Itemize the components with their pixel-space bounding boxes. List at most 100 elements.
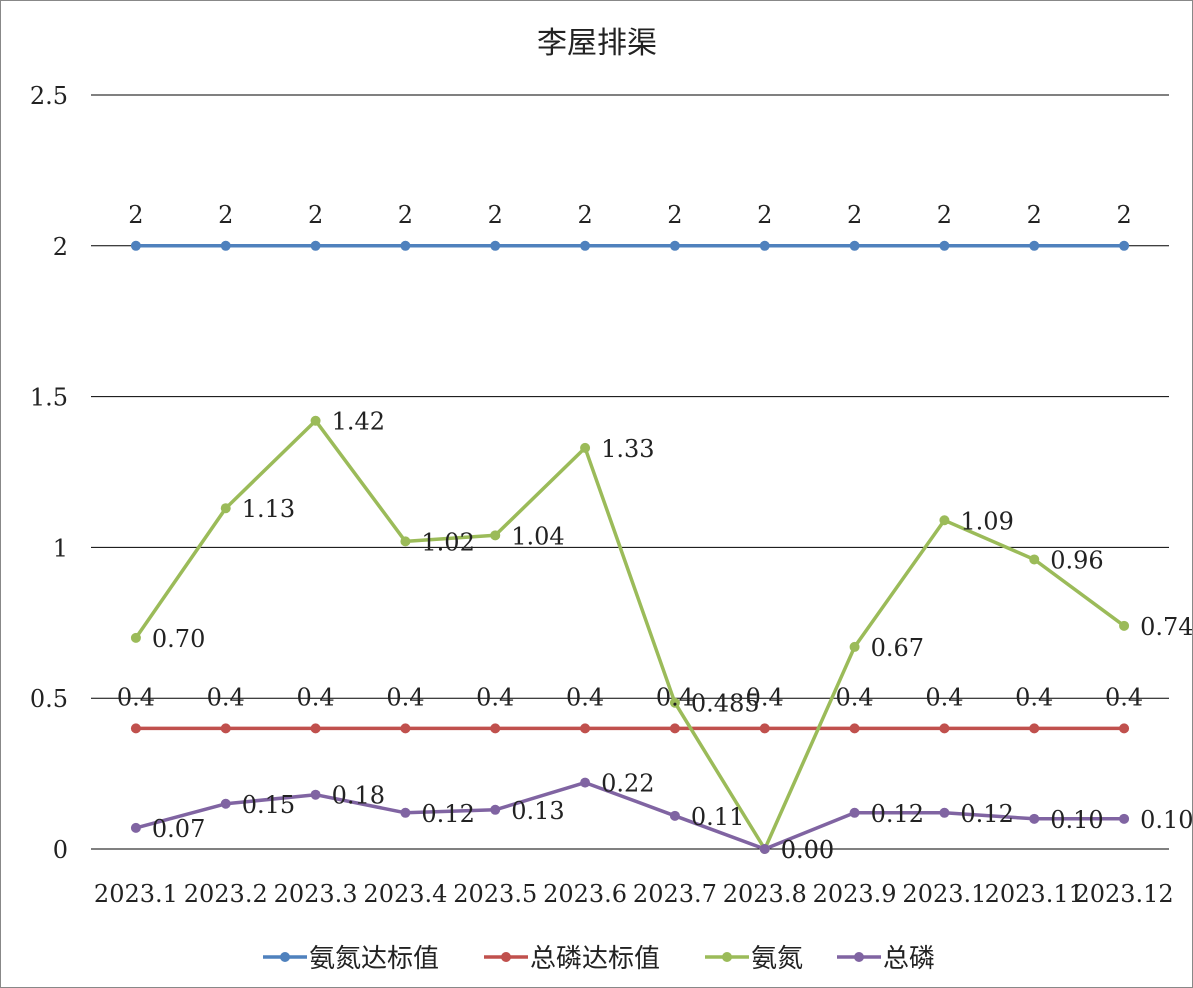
data-label: 0.4	[117, 683, 155, 711]
data-point	[1029, 723, 1040, 734]
data-point	[669, 810, 680, 821]
data-point	[400, 807, 411, 818]
data-point	[580, 240, 591, 251]
x-tick-label: 2023.9	[813, 880, 897, 908]
data-point	[1029, 240, 1040, 251]
series-points	[130, 240, 1130, 854]
x-tick-label: 2023.6	[543, 880, 627, 908]
data-point	[310, 723, 321, 734]
x-tick-label: 2023.4	[363, 880, 447, 908]
data-point	[1119, 813, 1130, 824]
data-point	[849, 641, 860, 652]
chart-title: 李屋排渠	[537, 26, 657, 61]
data-point	[669, 240, 680, 251]
data-label: 0.07	[152, 815, 205, 843]
data-label: 0.67	[871, 634, 924, 662]
data-label: 0.4	[656, 683, 694, 711]
series-line	[135, 780, 1125, 851]
data-point	[310, 789, 321, 800]
y-tick-label: 0	[53, 836, 68, 864]
data-label: 1.04	[511, 522, 564, 550]
y-axis-ticks: 0 0.5 1 1.5 2 2.5	[30, 82, 68, 864]
x-tick-label: 2023.5	[453, 880, 537, 908]
data-point	[220, 240, 231, 251]
data-label: 0.18	[332, 782, 385, 810]
data-label: 0.13	[511, 797, 564, 825]
data-point	[759, 844, 770, 854]
data-label: 0.12	[871, 800, 924, 828]
data-label: 0.96	[1050, 546, 1103, 574]
legend-marker	[854, 952, 864, 962]
series-lines	[134, 244, 1126, 851]
data-label: 1.02	[421, 528, 474, 556]
data-point	[580, 723, 591, 734]
data-label: 0.4	[1015, 683, 1053, 711]
data-label: 2	[757, 201, 772, 229]
data-point	[1119, 723, 1130, 734]
data-point	[130, 822, 141, 833]
legend-label: 氨氮达标值	[309, 944, 439, 974]
data-point	[939, 807, 950, 818]
data-label: 2	[1027, 201, 1042, 229]
data-point	[220, 723, 231, 734]
x-tick-label: 2023.8	[723, 880, 807, 908]
data-point	[400, 536, 411, 547]
data-point	[1119, 240, 1130, 251]
data-point	[849, 240, 860, 251]
data-point	[490, 804, 501, 815]
data-label: 2	[398, 201, 413, 229]
data-label: 0.10	[1050, 806, 1103, 834]
gridlines	[91, 94, 1169, 850]
data-label: 0.22	[601, 770, 654, 798]
data-point	[400, 723, 411, 734]
data-label: 1.33	[601, 435, 654, 463]
data-label: 2	[937, 201, 952, 229]
x-axis-ticks: 2023.1 2023.2 2023.3 2023.4 2023.5 2023.6 2023…	[94, 880, 1174, 908]
data-label: 0.4	[746, 683, 784, 711]
data-point	[130, 632, 141, 643]
data-point	[310, 415, 321, 426]
data-label: 0.12	[960, 800, 1013, 828]
legend-marker	[722, 952, 732, 962]
legend-marker	[501, 952, 511, 962]
x-tick-label: 2023.11	[985, 880, 1084, 908]
legend-marker	[280, 952, 290, 962]
data-point	[490, 723, 501, 734]
data-point	[130, 723, 141, 734]
x-tick-label: 2023.1	[902, 880, 986, 908]
data-point	[220, 503, 231, 514]
data-point	[580, 442, 591, 453]
y-tick-label: 2	[53, 233, 68, 261]
data-label: 0.4	[476, 683, 514, 711]
data-label: 0.10	[1140, 806, 1192, 834]
data-point	[939, 240, 950, 251]
data-point	[220, 798, 231, 809]
data-label: 0.12	[421, 800, 474, 828]
data-label: 0.4	[386, 683, 424, 711]
data-label: 2	[308, 201, 323, 229]
data-point	[310, 240, 321, 251]
data-label: 2	[128, 201, 143, 229]
data-label: 0.4	[207, 683, 245, 711]
data-point	[849, 723, 860, 734]
data-label: 0.00	[781, 836, 834, 864]
data-point	[669, 723, 680, 734]
data-label: 1.13	[242, 495, 295, 523]
data-point	[580, 777, 591, 788]
data-point	[939, 723, 950, 734]
data-point	[1029, 554, 1040, 565]
data-label: 2	[218, 201, 233, 229]
x-tick-label: 2023.1	[94, 880, 178, 908]
legend-label: 总磷达标值	[530, 944, 660, 974]
y-tick-label: 1.5	[30, 384, 68, 412]
y-tick-label: 0.5	[30, 685, 68, 713]
data-label: 0.485	[691, 690, 760, 718]
data-label: 0.4	[835, 683, 873, 711]
data-point	[490, 240, 501, 251]
legend: 氨氮达标值 总磷达标值 氨氮 总磷	[263, 944, 935, 974]
data-point	[849, 807, 860, 818]
data-point	[939, 515, 950, 526]
y-tick-label: 1	[53, 534, 68, 562]
series-line	[134, 418, 1126, 851]
